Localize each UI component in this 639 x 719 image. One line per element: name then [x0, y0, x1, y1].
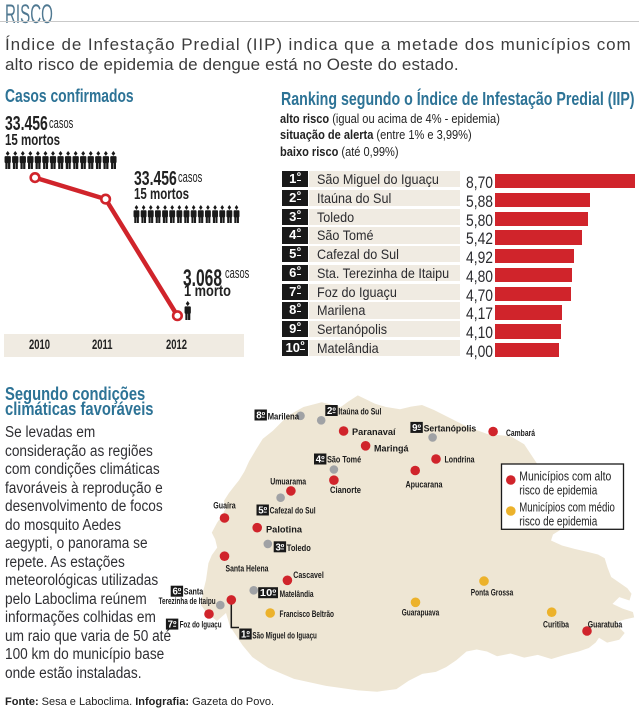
svg-text:risco de epidemia: risco de epidemia	[519, 514, 598, 529]
svg-text:7º: 7º	[168, 620, 177, 631]
svg-text:Curitiba: Curitiba	[543, 620, 570, 630]
svg-text:Marilena: Marilena	[268, 411, 300, 421]
svg-text:Palotina: Palotina	[266, 524, 303, 534]
svg-text:9º: 9º	[412, 423, 421, 434]
svg-text:Maringá: Maringá	[374, 443, 409, 453]
svg-text:8º: 8º	[256, 411, 265, 422]
svg-text:Municípios com médio: Municípios com médio	[519, 500, 615, 515]
svg-text:Itaúna do Sul: Itaúna do Sul	[338, 406, 381, 416]
svg-text:Cafezal do Sul: Cafezal do Sul	[270, 506, 316, 516]
svg-text:Francisco Beltrão: Francisco Beltrão	[280, 609, 335, 619]
svg-text:Ponta Grossa: Ponta Grossa	[471, 588, 514, 598]
svg-text:6º: 6º	[172, 587, 181, 598]
svg-text:5º: 5º	[258, 506, 267, 517]
svg-text:São Tomé: São Tomé	[327, 455, 361, 465]
svg-text:Cascavel: Cascavel	[293, 570, 324, 580]
svg-text:2º: 2º	[327, 406, 336, 417]
svg-text:10º: 10º	[260, 588, 277, 599]
svg-text:Apucarana: Apucarana	[406, 479, 444, 489]
svg-text:1º: 1º	[241, 630, 250, 641]
svg-text:Paranavaí: Paranavaí	[352, 427, 396, 437]
svg-text:3º: 3º	[275, 542, 284, 553]
svg-text:Guaratuba: Guaratuba	[588, 620, 623, 630]
svg-text:Municípios com alto: Municípios com alto	[519, 469, 611, 484]
svg-text:Santa Helena: Santa Helena	[226, 564, 270, 574]
svg-text:Cianorte: Cianorte	[330, 485, 361, 495]
svg-text:Guarapuava: Guarapuava	[402, 607, 440, 617]
svg-text:Santa: Santa	[184, 586, 204, 596]
svg-text:4º: 4º	[316, 455, 325, 466]
svg-text:Matelândia: Matelândia	[280, 589, 315, 599]
svg-text:Terezinha de Itaipu: Terezinha de Itaipu	[159, 596, 216, 606]
svg-text:Londrina: Londrina	[445, 454, 476, 464]
svg-text:São Miguel do Iguaçu: São Miguel do Iguaçu	[252, 630, 317, 640]
svg-text:risco de epidemia: risco de epidemia	[519, 483, 598, 498]
svg-text:Umuarama: Umuarama	[270, 477, 307, 487]
svg-text:Cambará: Cambará	[506, 428, 536, 438]
svg-text:Foz do Iguaçu: Foz do Iguaçu	[180, 620, 222, 630]
svg-text:Sertanópolis: Sertanópolis	[424, 424, 477, 434]
svg-text:Toledo: Toledo	[287, 543, 311, 553]
svg-text:Guaíra: Guaíra	[213, 501, 236, 511]
